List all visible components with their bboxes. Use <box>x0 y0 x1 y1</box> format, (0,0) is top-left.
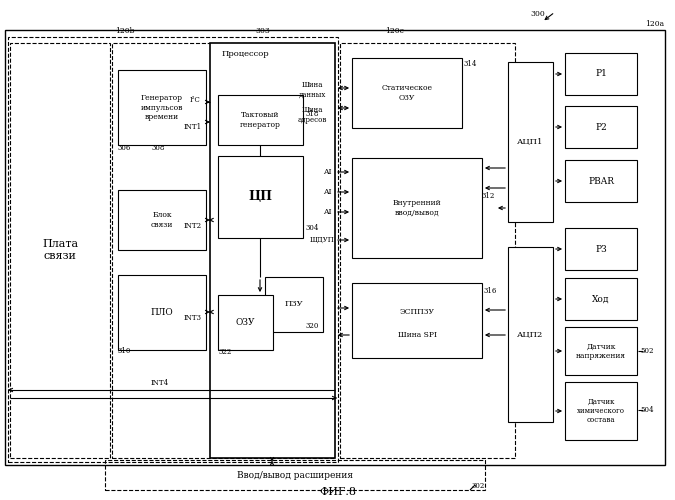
Text: Генератор
импульсов
времени: Генератор импульсов времени <box>141 94 183 120</box>
Text: AI: AI <box>323 208 331 216</box>
Text: Плата
связи: Плата связи <box>42 239 78 261</box>
Bar <box>218 95 303 145</box>
Bar <box>352 58 462 128</box>
Bar <box>508 62 553 222</box>
Bar <box>8 37 338 462</box>
Bar <box>210 43 335 458</box>
Text: INT4: INT4 <box>151 379 169 387</box>
Text: ПЛО: ПЛО <box>151 308 173 317</box>
Bar <box>508 247 553 422</box>
Text: AI: AI <box>323 168 331 176</box>
Text: 300: 300 <box>530 10 545 18</box>
Bar <box>352 158 482 258</box>
Text: 120a: 120a <box>645 20 664 28</box>
Text: ЭСППЗУ: ЭСППЗУ <box>400 308 435 316</box>
Text: Ход: Ход <box>592 294 610 304</box>
Text: АЦП1: АЦП1 <box>517 138 543 146</box>
Text: Статическое
ОЗУ: Статическое ОЗУ <box>381 84 433 102</box>
Bar <box>118 190 206 250</box>
Text: 308: 308 <box>152 144 165 152</box>
Text: Блок
связи: Блок связи <box>151 212 173 228</box>
Bar <box>565 160 637 202</box>
Text: ПЗУ: ПЗУ <box>285 300 303 308</box>
Text: PBAR: PBAR <box>588 176 614 186</box>
Bar <box>105 460 485 490</box>
Text: Шина SPI: Шина SPI <box>398 331 437 339</box>
Bar <box>565 327 637 375</box>
Bar <box>112 43 334 458</box>
Text: Ввод/вывод расширения: Ввод/вывод расширения <box>237 470 353 480</box>
Bar <box>565 278 637 320</box>
Text: 502: 502 <box>640 347 653 355</box>
Text: 120b: 120b <box>115 27 134 35</box>
Bar <box>218 295 273 350</box>
Text: ЦП: ЦП <box>248 190 273 203</box>
Text: INT1: INT1 <box>184 123 202 131</box>
Text: I²C: I²C <box>190 96 200 104</box>
Text: ОЗУ: ОЗУ <box>236 318 255 327</box>
Text: 322: 322 <box>218 348 232 356</box>
Bar <box>265 277 323 332</box>
Text: 120c: 120c <box>385 27 404 35</box>
Text: 320: 320 <box>305 322 319 330</box>
Bar <box>340 43 515 458</box>
Bar <box>10 43 110 458</box>
Text: 314: 314 <box>464 60 477 68</box>
Text: 310: 310 <box>118 347 132 355</box>
Text: ФИГ.8: ФИГ.8 <box>319 487 356 497</box>
Bar <box>565 106 637 148</box>
Bar <box>565 382 637 440</box>
Text: 302: 302 <box>472 482 485 490</box>
Text: 303: 303 <box>255 27 270 35</box>
Text: 316: 316 <box>484 287 497 295</box>
Bar <box>565 228 637 270</box>
Text: Процессор: Процессор <box>221 50 269 58</box>
Text: INT3: INT3 <box>184 314 202 322</box>
Text: INT2: INT2 <box>184 222 202 230</box>
Text: AI: AI <box>323 188 331 196</box>
Text: Шина
адресов: Шина адресов <box>297 106 327 124</box>
Bar <box>5 30 665 465</box>
Text: P1: P1 <box>595 70 607 78</box>
Bar <box>352 283 482 358</box>
Bar <box>118 70 206 145</box>
Bar <box>218 156 303 238</box>
Text: 306: 306 <box>118 144 132 152</box>
Text: Тактовый
генератор: Тактовый генератор <box>240 112 281 128</box>
Text: ШДУП: ШДУП <box>310 236 334 244</box>
Text: Датчик
химического
состава: Датчик химического состава <box>577 398 625 424</box>
Text: 312: 312 <box>482 192 495 200</box>
Bar <box>118 275 206 350</box>
Text: P2: P2 <box>595 122 607 132</box>
Text: 318: 318 <box>305 110 319 118</box>
Text: 504: 504 <box>640 406 653 414</box>
Text: Шина
данных: Шина данных <box>298 82 325 98</box>
Bar <box>565 53 637 95</box>
Text: АЦП2: АЦП2 <box>517 330 543 338</box>
Text: Датчик
напряжения: Датчик напряжения <box>576 342 626 359</box>
Text: P3: P3 <box>595 244 607 254</box>
Text: Внутренний
ввод/вывод: Внутренний ввод/вывод <box>393 200 441 216</box>
Text: 304: 304 <box>305 224 319 232</box>
